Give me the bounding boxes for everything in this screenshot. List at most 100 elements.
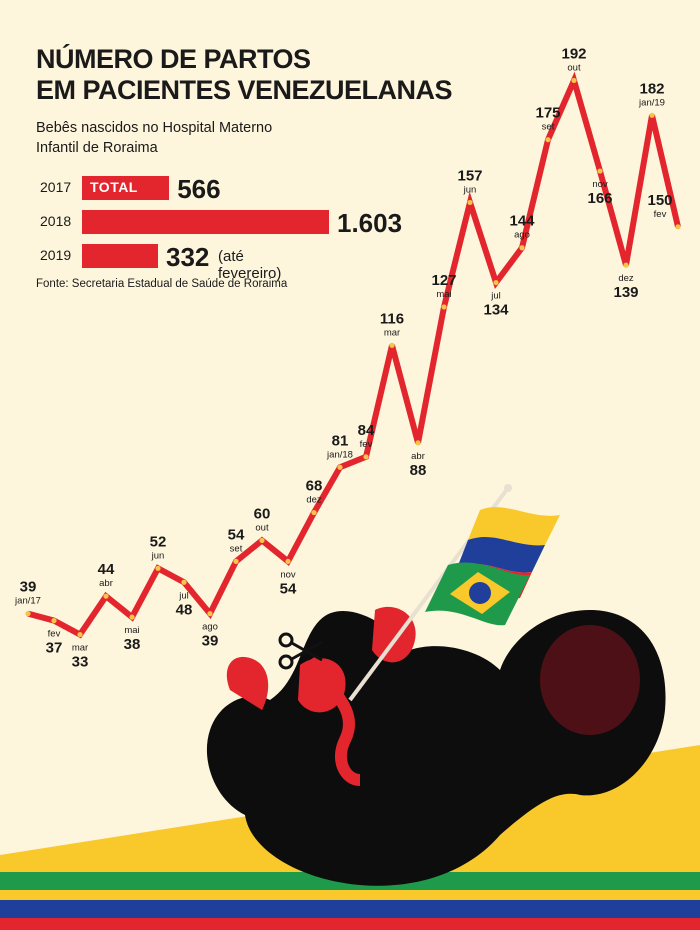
total-year: 2017 — [40, 179, 72, 195]
value-label: 127 — [431, 272, 456, 289]
value-label: 182 — [639, 80, 664, 97]
month-label: mai — [436, 289, 451, 300]
month-label: abr — [99, 578, 113, 589]
data-point — [25, 611, 31, 617]
month-label: set — [542, 122, 555, 133]
month-label: ago — [514, 230, 530, 241]
data-point — [129, 614, 135, 620]
total-year: 2018 — [40, 213, 72, 229]
data-point — [415, 440, 421, 446]
total-value: 566 — [177, 174, 221, 204]
data-point — [337, 464, 343, 470]
data-point — [467, 199, 473, 206]
month-label: jan/17 — [14, 596, 41, 607]
value-label: 54 — [280, 580, 297, 597]
data-point — [51, 618, 57, 624]
value-label: 81 — [332, 432, 349, 449]
month-label: fev — [360, 439, 373, 450]
scissors-icon — [278, 632, 323, 670]
value-label: 134 — [483, 302, 509, 319]
month-label: dez — [618, 273, 634, 284]
month-label: out — [567, 62, 581, 73]
data-point — [675, 224, 681, 230]
month-label: jul — [490, 291, 501, 302]
value-label: 38 — [124, 636, 141, 653]
data-point — [155, 565, 161, 571]
data-point — [623, 262, 629, 268]
data-point — [649, 112, 655, 118]
data-point — [545, 137, 551, 143]
total-label: TOTAL — [90, 179, 138, 195]
month-label: abr — [411, 451, 425, 462]
data-point — [493, 279, 499, 286]
total-bar — [82, 244, 158, 268]
value-label: 33 — [72, 654, 89, 671]
brazil-flag-icon — [425, 562, 530, 626]
chart-subtitle: Bebês nascidos no Hospital Materno Infan… — [36, 118, 272, 158]
value-label: 166 — [587, 190, 612, 207]
month-label: jun — [151, 550, 165, 561]
month-label: jan/18 — [326, 449, 353, 460]
data-point — [363, 454, 369, 460]
data-point — [181, 579, 187, 585]
total-value: 332 — [166, 242, 210, 272]
month-label: dez — [306, 495, 322, 506]
value-label: 116 — [380, 310, 404, 327]
value-label: 144 — [509, 213, 535, 230]
yellow-stripe — [0, 890, 700, 900]
month-label: mar — [384, 327, 400, 338]
month-label: fev — [654, 209, 667, 220]
value-label: 139 — [613, 284, 638, 301]
value-label: 39 — [20, 579, 37, 596]
value-label: 192 — [561, 45, 586, 62]
month-label: jan/19 — [638, 97, 665, 108]
title-line-1: NÚMERO DE PARTOS — [36, 44, 311, 74]
month-label: nov — [280, 569, 296, 580]
total-bar — [82, 176, 170, 200]
month-label: jul — [178, 590, 189, 601]
data-point — [441, 304, 447, 310]
month-label: ago — [202, 622, 218, 633]
value-label: 54 — [228, 526, 245, 543]
total-note: (até fevereiro) — [218, 248, 282, 282]
value-label: 39 — [202, 633, 219, 650]
value-label: 48 — [176, 601, 193, 618]
value-label: 68 — [306, 478, 323, 495]
source-note: Fonte: Secretaria Estadual de Saúde de R… — [36, 278, 288, 290]
value-label: 84 — [358, 422, 375, 439]
data-point — [519, 245, 525, 251]
subtitle-line-2: Infantil de Roraima — [36, 140, 158, 156]
data-point — [259, 537, 265, 544]
value-label: 60 — [254, 505, 271, 522]
data-point — [285, 558, 291, 564]
month-label: fev — [48, 629, 61, 640]
value-label: 157 — [457, 167, 482, 184]
baby-silhouette — [206, 606, 666, 886]
value-label: 52 — [150, 533, 167, 550]
month-label: set — [230, 543, 243, 554]
chart-title: NÚMERO DE PARTOS EM PACIENTES VENEZUELAN… — [36, 44, 453, 106]
value-label: 150 — [647, 192, 672, 209]
data-point — [103, 593, 109, 599]
data-point — [571, 77, 577, 84]
total-value: 1.603 — [337, 208, 403, 238]
data-point — [389, 342, 395, 348]
month-label: jun — [463, 184, 477, 195]
value-label: 88 — [410, 462, 427, 479]
total-year: 2019 — [40, 247, 72, 263]
red-stripe — [0, 918, 700, 930]
value-label: 44 — [98, 561, 115, 578]
month-label: out — [255, 522, 269, 533]
series-line — [27, 71, 681, 639]
month-label: mai — [124, 625, 139, 636]
total-bar — [82, 210, 329, 234]
data-point — [597, 168, 603, 174]
subtitle-line-1: Bebês nascidos no Hospital Materno — [36, 120, 273, 136]
month-label: mar — [72, 643, 88, 654]
month-label: nov — [592, 179, 608, 190]
blue-stripe — [0, 900, 700, 918]
data-point — [77, 631, 83, 638]
data-point — [311, 509, 317, 516]
